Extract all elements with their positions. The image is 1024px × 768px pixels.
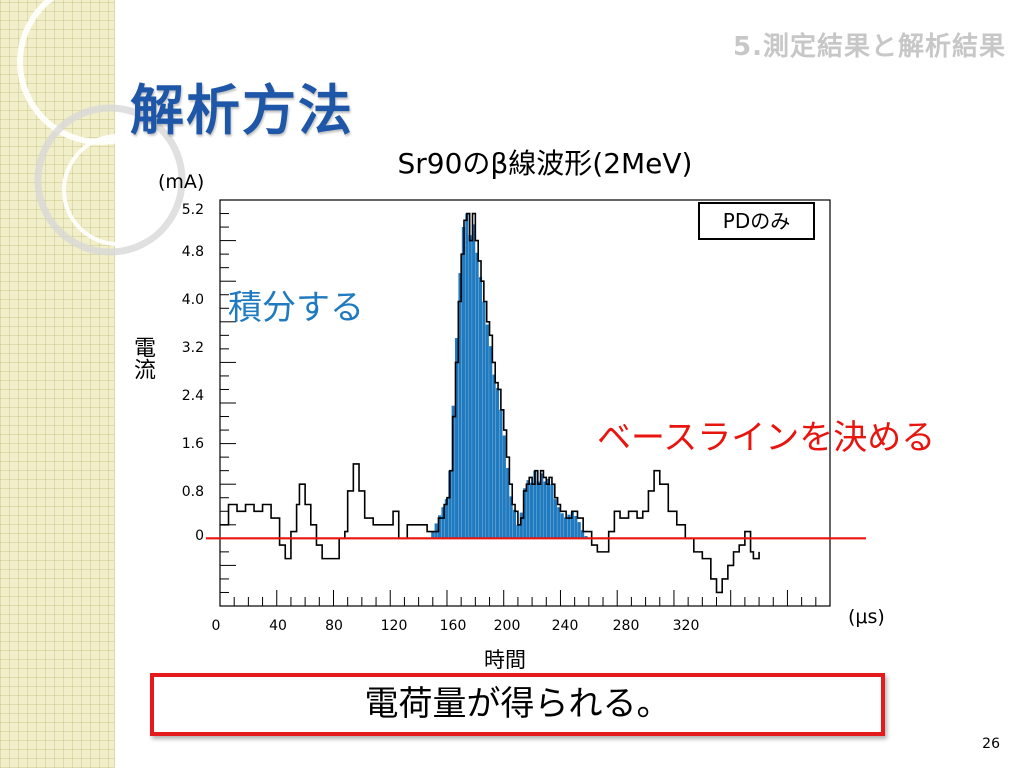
- integration-bar: [550, 484, 554, 539]
- y-unit-label: (mA): [158, 171, 205, 193]
- integration-bar: [570, 511, 574, 539]
- y-tick-label: 2.4: [182, 388, 204, 404]
- y-tick-label: 4.0: [182, 292, 204, 308]
- integration-bar: [482, 301, 486, 539]
- integration-bar: [536, 481, 540, 539]
- integration-bar: [546, 478, 551, 539]
- integration-bar: [584, 536, 588, 539]
- integration-bar: [455, 338, 459, 539]
- y-tick-label: 0: [195, 528, 204, 544]
- integration-bar: [475, 252, 479, 539]
- x-tick-label: 280: [613, 618, 640, 634]
- integration-bar: [444, 499, 449, 539]
- integration-bar: [512, 509, 517, 539]
- y-tick-label: 1.6: [182, 436, 204, 452]
- integration-bar: [461, 227, 466, 539]
- integration-bar: [580, 530, 585, 539]
- integration-bar: [448, 470, 452, 539]
- y-axis-label: 電流: [130, 336, 155, 380]
- x-tick-label: 80: [325, 618, 343, 634]
- x-tick-label: 240: [552, 618, 579, 634]
- integration-bar: [478, 277, 483, 539]
- integration-bar: [489, 346, 493, 539]
- integration-bar: [543, 481, 547, 539]
- integration-bar: [509, 496, 513, 539]
- integration-bar: [441, 507, 445, 539]
- integration-bar: [438, 515, 442, 539]
- integration-bar: [495, 388, 500, 539]
- y-tick-label: 4.8: [182, 244, 204, 260]
- x-axis-label: 時間: [484, 648, 526, 672]
- x-tick-label: 0: [212, 618, 221, 634]
- integration-bar: [458, 273, 462, 539]
- integration-bar: [468, 235, 472, 539]
- integration-bar: [533, 470, 537, 539]
- integration-bar: [553, 499, 557, 539]
- integration-bar: [472, 224, 476, 539]
- page-number: 26: [982, 736, 1000, 752]
- integration-bar: [540, 473, 544, 539]
- integration-bar: [574, 516, 578, 539]
- integration-bar: [529, 482, 534, 539]
- y-minor-ticks: [220, 199, 236, 607]
- integration-bar: [492, 374, 496, 539]
- integration-bar: [523, 488, 527, 539]
- integration-bar: [526, 480, 530, 539]
- x-tick-label: 160: [440, 618, 467, 634]
- y-tick-label: 5.2: [182, 202, 204, 218]
- y-tick-label: 0.8: [182, 484, 204, 500]
- integrate-annotation: 積分する: [228, 288, 364, 328]
- baseline-annotation: ベースラインを決める: [597, 418, 936, 458]
- x-tick-label: 120: [381, 618, 408, 634]
- legend-box: PDのみ: [698, 202, 815, 240]
- x-unit-label: (μs): [848, 606, 885, 628]
- integration-bar: [499, 409, 503, 539]
- integration-bar: [451, 405, 455, 539]
- page-title: 解析方法: [130, 79, 354, 142]
- integration-bar: [431, 531, 435, 539]
- integration-bar: [502, 435, 506, 539]
- integration-bar: [577, 522, 581, 539]
- x-tick-label: 200: [494, 618, 521, 634]
- integration-bar: [465, 213, 469, 539]
- section-title: 5.測定結果と解析結果: [733, 32, 1006, 62]
- integration-bar: [563, 517, 568, 539]
- integration-bar: [560, 513, 564, 539]
- result-box: 電荷量が得られる。: [150, 673, 885, 736]
- x-tick-label: 320: [673, 618, 700, 634]
- integration-bars: [431, 213, 588, 539]
- decorative-circles: [17, 0, 186, 256]
- integration-bar: [485, 324, 489, 539]
- integration-bar: [516, 524, 520, 539]
- integration-bar: [557, 507, 561, 539]
- x-tick-label: 40: [269, 618, 287, 634]
- y-tick-label: 3.2: [182, 340, 204, 356]
- x-minor-ticks: [219, 590, 831, 606]
- integration-bar: [506, 467, 510, 539]
- integration-bar: [567, 514, 571, 539]
- chart-title: Sr90のβ線波形(2MeV): [397, 147, 693, 180]
